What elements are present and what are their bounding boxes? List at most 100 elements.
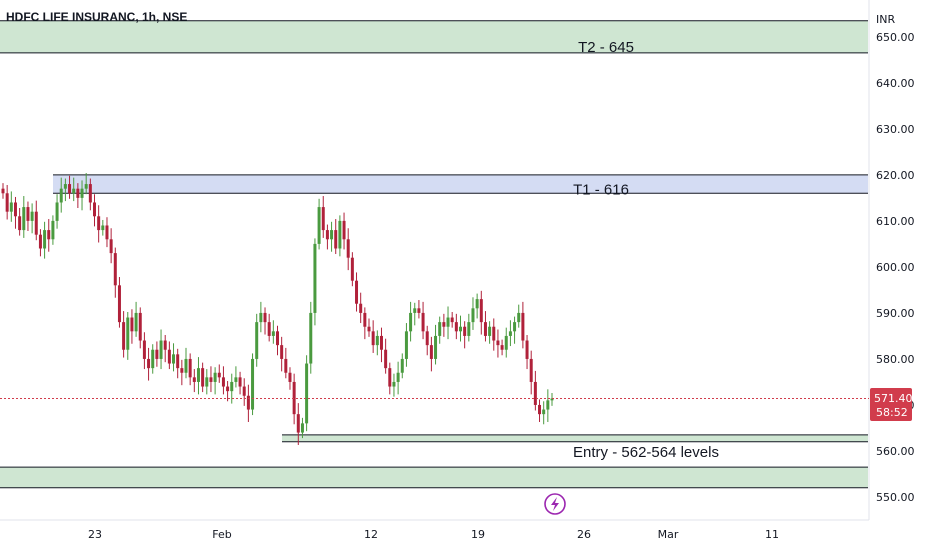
currency-label[interactable]: INR: [876, 13, 895, 26]
y-tick-label: 590.00: [876, 307, 915, 320]
candle-body: [167, 349, 171, 364]
candle-body: [43, 230, 47, 249]
candle-body: [508, 331, 512, 336]
candle-body: [446, 317, 450, 327]
candle-body: [388, 368, 392, 387]
candle-body: [434, 335, 438, 359]
candle-body: [334, 230, 338, 249]
x-tick-label: Mar: [658, 528, 679, 541]
candle-body: [296, 414, 300, 433]
candle-body: [367, 326, 371, 332]
zone-box[interactable]: [53, 174, 868, 194]
price-axis[interactable]: 550.00560.00570.00580.00590.00600.00610.…: [876, 31, 915, 504]
candle-body: [88, 184, 92, 203]
x-tick-label: 11: [765, 528, 779, 541]
candle-body: [22, 207, 26, 231]
last-price-tag: 571.40 58:52: [870, 388, 913, 421]
y-tick-label: 600.00: [876, 261, 915, 274]
zone-box[interactable]: [0, 20, 868, 53]
price-tag-countdown: 58:52: [876, 406, 908, 419]
candle-body: [38, 234, 42, 249]
candle-body: [488, 326, 492, 336]
x-tick-label: 19: [471, 528, 485, 541]
candle-body: [542, 409, 546, 415]
y-tick-label: 620.00: [876, 169, 915, 182]
candle-body: [117, 285, 121, 323]
candle-body: [163, 340, 167, 350]
candle-body: [234, 377, 238, 382]
candle-body: [459, 326, 462, 332]
candle-body: [226, 386, 230, 392]
candle-body: [192, 377, 196, 382]
candle-body: [317, 207, 321, 244]
candle-body: [122, 322, 126, 350]
zones-layer: [0, 20, 868, 489]
y-tick-label: 560.00: [876, 445, 915, 458]
candle-body: [51, 220, 55, 240]
candle-body: [276, 331, 279, 346]
candle-body: [196, 368, 200, 382]
candle-body: [172, 354, 176, 364]
candle-body: [72, 188, 76, 194]
zone-label: T2 - 645: [578, 39, 634, 56]
candle-body: [142, 340, 146, 359]
candle-body: [147, 358, 151, 369]
candle-body: [284, 358, 288, 373]
candle-body: [529, 358, 533, 382]
candle-body: [471, 308, 475, 323]
candle-body: [251, 358, 255, 410]
candle-body: [267, 322, 271, 336]
candle-body: [346, 239, 350, 258]
zone-box[interactable]: [0, 467, 868, 488]
candle-body: [330, 230, 334, 240]
candle-body: [355, 280, 359, 304]
candle-body: [425, 331, 429, 346]
candle-body: [138, 312, 142, 341]
time-axis[interactable]: 23 Feb 12 19 26 Mar 11: [88, 528, 779, 541]
candle-body: [34, 211, 38, 235]
candle-body: [313, 243, 317, 313]
candle-body: [113, 253, 117, 286]
candle-body: [463, 326, 467, 336]
lightning-bolt-icon[interactable]: [544, 493, 566, 515]
candle-body: [363, 312, 367, 327]
candle-body: [18, 216, 22, 231]
candle-body: [546, 400, 550, 410]
candle-body: [30, 211, 34, 221]
candle-body: [84, 184, 88, 189]
candle-body: [359, 303, 363, 313]
candle-body: [305, 363, 309, 424]
candle-body: [26, 207, 30, 221]
candle-body: [263, 312, 267, 323]
candle-body: [300, 423, 304, 433]
candle-body: [513, 322, 517, 332]
candle-body: [521, 312, 525, 341]
candle-body: [342, 220, 346, 240]
x-tick-label: 23: [88, 528, 102, 541]
candle-body: [59, 188, 63, 203]
candle-body: [201, 368, 205, 387]
y-tick-label: 550.00: [876, 491, 915, 504]
candle-body: [134, 312, 138, 332]
candle-body: [492, 326, 496, 341]
candle-body: [101, 225, 105, 231]
candle-body: [321, 207, 325, 231]
zone-box[interactable]: [282, 434, 868, 442]
candle-body: [109, 239, 113, 254]
candle-body: [375, 335, 379, 346]
lightning-bolt-icon-glyph: [551, 497, 559, 511]
zone-labels-layer: T2 - 645 T1 - 616 Entry - 562-564 levels: [573, 39, 719, 461]
candle-body: [97, 216, 101, 231]
candle-body: [442, 322, 446, 327]
y-tick-label: 580.00: [876, 353, 915, 366]
candle-body: [504, 335, 508, 350]
candle-body: [238, 377, 242, 387]
candle-body: [309, 312, 313, 364]
candle-body: [255, 322, 259, 359]
candle-body: [384, 349, 388, 369]
candle-body: [350, 257, 354, 281]
candle-body: [155, 349, 159, 359]
x-tick-label: 12: [364, 528, 378, 541]
